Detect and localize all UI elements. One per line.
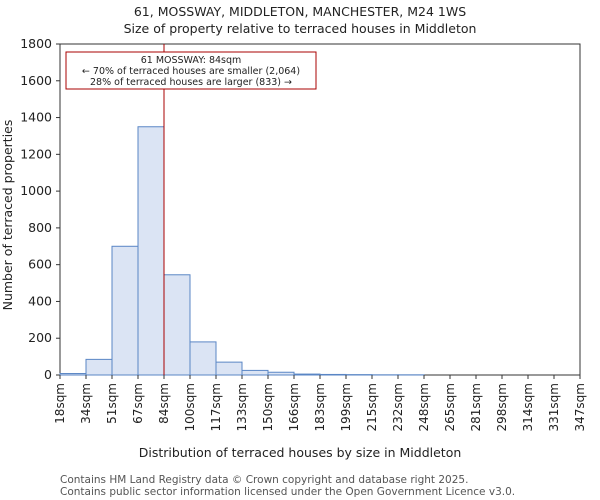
x-tick-label: 133sqm (235, 383, 249, 431)
x-tick-label: 232sqm (391, 383, 405, 431)
histogram-bar (293, 373, 321, 376)
x-tick-label: 248sqm (417, 383, 431, 431)
x-tick-label: 18sqm (53, 383, 67, 424)
y-tick-label: 1000 (20, 183, 52, 198)
x-tick-label: 67sqm (131, 383, 145, 424)
x-tick-label: 34sqm (79, 383, 93, 424)
plot-area: 0 200 400 600 800 1000 1200 1400 1600 1800 18sqm 34… (20, 36, 587, 431)
x-tick-label: 314sqm (521, 383, 535, 431)
x-tick-label: 166sqm (287, 383, 301, 431)
x-tick-label: 51sqm (105, 383, 119, 424)
y-tick-label: 1200 (20, 146, 52, 161)
y-tick-label: 1600 (20, 73, 52, 88)
annotation-line: 28% of terraced houses are larger (833) … (90, 77, 292, 88)
histogram-bar (189, 341, 217, 376)
y-tick-label: 600 (28, 257, 52, 272)
histogram-bar (163, 274, 191, 376)
x-tick-label: 183sqm (313, 383, 327, 431)
y-axis-label: Number of terraced properties (0, 120, 15, 311)
histogram-bar (215, 361, 243, 376)
y-tick-label: 800 (28, 220, 52, 235)
footer-line-2: Contains public sector information licen… (60, 486, 515, 498)
x-tick-label: 100sqm (183, 383, 197, 431)
y-tick-label: 400 (28, 293, 52, 308)
chart-subtitle: Size of property relative to terraced ho… (124, 21, 477, 36)
y-tick-label: 1800 (20, 36, 52, 51)
histogram-bar (111, 245, 139, 376)
annotation-box (65, 51, 317, 90)
histogram-bar (241, 369, 269, 376)
y-tick-label: 1400 (20, 110, 52, 125)
histogram-bar (319, 373, 347, 376)
x-tick-label: 281sqm (469, 383, 483, 431)
footer-line-1: Contains HM Land Registry data © Crown c… (60, 474, 468, 486)
x-tick-label: 117sqm (209, 383, 223, 431)
histogram-bar (137, 126, 165, 376)
annotation-line: 61 MOSSWAY: 84sqm (141, 55, 242, 66)
histogram-bar (85, 358, 113, 376)
y-tick-label: 0 (44, 367, 52, 382)
x-tick-label: 215sqm (365, 383, 379, 431)
y-tick-label: 200 (28, 330, 52, 345)
chart-title: 61, MOSSWAY, MIDDLETON, MANCHESTER, M24 … (134, 4, 466, 19)
x-tick-label: 150sqm (261, 383, 275, 431)
x-axis-label: Distribution of terraced houses by size … (139, 445, 462, 460)
x-tick-label: 298sqm (495, 383, 509, 431)
histogram-bar (59, 373, 87, 376)
x-tick-label: 331sqm (547, 383, 561, 431)
x-tick-label: 265sqm (443, 383, 457, 431)
x-tick-label: 199sqm (339, 383, 353, 431)
x-tick-label: 84sqm (157, 383, 171, 424)
annotation-line: ← 70% of terraced houses are smaller (2,… (82, 66, 300, 77)
x-tick-label: 347sqm (573, 383, 587, 431)
histogram-bar (267, 371, 295, 376)
